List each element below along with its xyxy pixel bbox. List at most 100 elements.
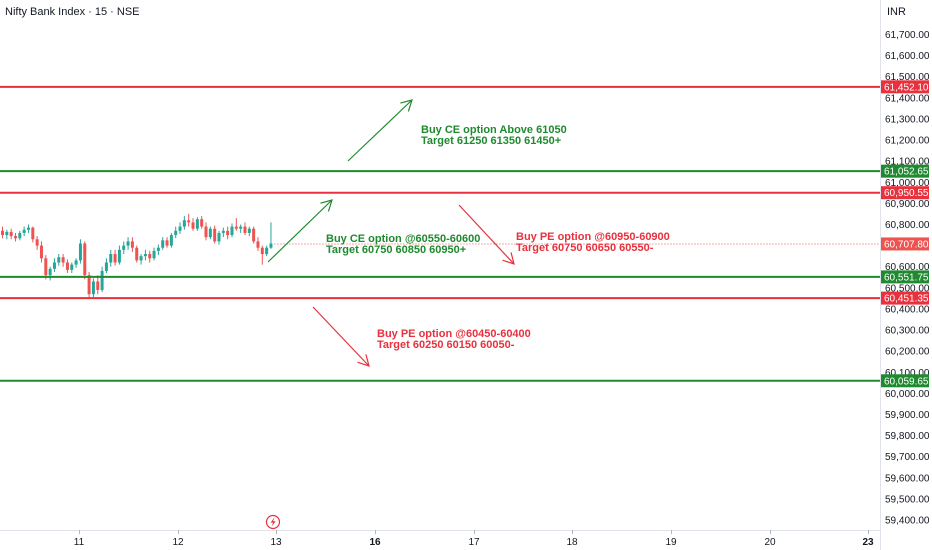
candle[interactable] (191, 218, 195, 231)
candle[interactable] (35, 236, 39, 250)
candle[interactable] (31, 226, 35, 243)
candle[interactable] (13, 232, 17, 242)
trend-arrows[interactable] (267, 99, 515, 367)
candle[interactable] (187, 213, 191, 227)
candle[interactable] (239, 224, 243, 233)
time-tick-label[interactable]: 11 (74, 537, 85, 548)
candle[interactable] (5, 229, 9, 240)
candle[interactable] (269, 222, 273, 249)
candle[interactable] (104, 258, 108, 274)
candle[interactable] (143, 249, 147, 261)
candle[interactable] (161, 237, 165, 250)
price-tick-label[interactable]: 61,100.00 (885, 157, 930, 168)
candle[interactable] (208, 226, 212, 240)
candle[interactable] (44, 255, 48, 280)
candle[interactable] (247, 226, 251, 237)
price-tick-label[interactable]: 59,800.00 (885, 431, 930, 442)
candle[interactable] (18, 230, 22, 241)
up-arrow[interactable] (347, 99, 413, 162)
price-tick-label[interactable]: 61,400.00 (885, 93, 930, 104)
price-tick-label[interactable]: 59,700.00 (885, 452, 930, 463)
candle[interactable] (57, 254, 61, 266)
candle[interactable] (126, 237, 130, 250)
price-tick-label[interactable]: 60,000.00 (885, 389, 930, 400)
candle[interactable] (148, 250, 152, 263)
candle[interactable] (165, 237, 169, 248)
price-tick-label[interactable]: 60,800.00 (885, 220, 930, 231)
price-tick-label[interactable]: 61,300.00 (885, 114, 930, 125)
price-tick-label[interactable]: 61,700.00 (885, 30, 930, 41)
candle[interactable] (74, 258, 78, 268)
price-tick-label[interactable]: 60,200.00 (885, 347, 930, 358)
candle[interactable] (234, 218, 238, 231)
candle[interactable] (39, 241, 43, 263)
candle[interactable] (195, 217, 199, 231)
time-tick-label[interactable]: 17 (468, 537, 480, 548)
candle[interactable] (178, 222, 182, 234)
price-tick-label[interactable]: 60,100.00 (885, 368, 930, 379)
candle[interactable] (26, 224, 30, 233)
candle[interactable] (48, 266, 52, 281)
candle[interactable] (226, 226, 230, 240)
candle[interactable] (78, 239, 82, 264)
candle[interactable] (230, 223, 234, 238)
price-tick-label[interactable]: 59,900.00 (885, 410, 930, 421)
candle[interactable] (122, 241, 126, 255)
time-tick-label[interactable]: 18 (566, 537, 578, 548)
candle[interactable] (152, 247, 156, 261)
down-arrow[interactable] (312, 306, 370, 367)
price-levels[interactable] (0, 85, 880, 382)
price-tick-label[interactable]: 61,200.00 (885, 136, 930, 147)
candle[interactable] (200, 216, 204, 229)
price-tick-label[interactable]: 60,300.00 (885, 326, 930, 337)
down-arrow[interactable] (458, 204, 515, 265)
candle[interactable] (52, 258, 56, 272)
candle[interactable] (70, 262, 74, 274)
candle[interactable] (169, 232, 173, 248)
up-arrow[interactable] (267, 199, 333, 263)
candle[interactable] (83, 241, 87, 280)
candle[interactable] (130, 237, 134, 252)
price-tick-label[interactable]: 59,500.00 (885, 494, 930, 505)
time-tick-label[interactable]: 19 (665, 537, 677, 548)
candle[interactable] (174, 226, 178, 239)
candle[interactable] (213, 225, 217, 244)
price-tick-label[interactable]: 59,600.00 (885, 473, 930, 484)
price-tick-label[interactable]: 60,500.00 (885, 283, 930, 294)
candle[interactable] (109, 249, 113, 267)
candle[interactable] (252, 226, 256, 244)
candle[interactable] (256, 237, 260, 251)
candle[interactable] (91, 278, 95, 298)
time-tick-label[interactable]: 23 (862, 537, 874, 548)
time-tick-label[interactable]: 13 (270, 537, 282, 548)
candle[interactable] (182, 216, 186, 230)
price-tick-label[interactable]: 61,000.00 (885, 178, 930, 189)
price-tick-label[interactable]: 61,500.00 (885, 72, 930, 83)
candles[interactable] (1, 213, 273, 299)
currency-label[interactable]: INR (887, 6, 906, 18)
candle[interactable] (156, 244, 160, 256)
candle[interactable] (217, 230, 221, 245)
candle[interactable] (113, 249, 117, 266)
candle[interactable] (135, 245, 139, 263)
candle[interactable] (65, 259, 69, 274)
time-axis[interactable]: 11 12 13 16 17 18 19 20 23 (74, 530, 874, 548)
time-tick-label[interactable]: 20 (764, 537, 776, 548)
price-tick-label[interactable]: 60,600.00 (885, 262, 930, 273)
candle[interactable] (221, 227, 225, 238)
candle[interactable] (61, 254, 65, 267)
candle[interactable] (260, 245, 264, 265)
candle[interactable] (22, 226, 26, 237)
candle[interactable] (100, 266, 104, 293)
lightning-icon[interactable] (265, 514, 281, 530)
candle[interactable] (139, 254, 143, 265)
price-tick-label[interactable]: 61,600.00 (885, 51, 930, 62)
time-tick-label[interactable]: 12 (172, 537, 184, 548)
price-tick-label[interactable]: 60,900.00 (885, 199, 930, 210)
candle[interactable] (204, 222, 208, 241)
time-tick-label[interactable]: 16 (369, 537, 381, 548)
